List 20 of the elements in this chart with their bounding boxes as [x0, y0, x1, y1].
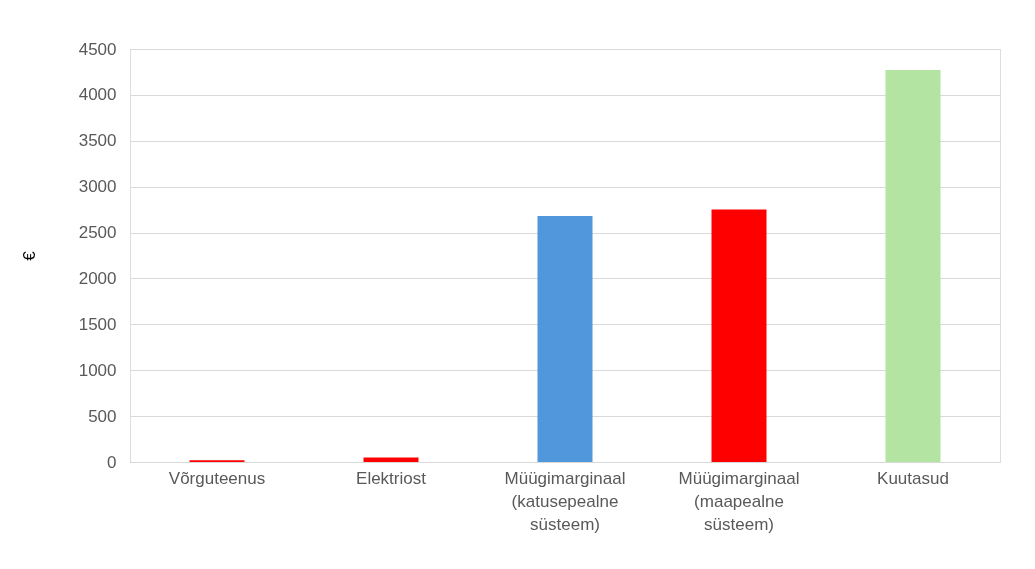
- x-tick-label: Müügimarginaal (maapealne süsteem): [678, 468, 800, 534]
- y-tick-label: 1000: [78, 360, 117, 380]
- y-tick-label: 3500: [78, 131, 117, 151]
- bar: [363, 457, 419, 462]
- y-tick-label: 2500: [78, 223, 117, 243]
- y-tick-label: 0: [107, 452, 117, 472]
- y-tick-label: 500: [88, 406, 117, 426]
- y-tick-label: 1500: [78, 314, 117, 334]
- x-tick-label: Elektriost: [356, 468, 427, 488]
- x-tick-label: Võrguteenus: [168, 468, 266, 488]
- bar: [885, 70, 941, 462]
- y-axis-title: €: [19, 250, 39, 261]
- y-tick-label: 3000: [78, 177, 117, 197]
- bar: [711, 209, 767, 462]
- y-tick-label: 2000: [78, 268, 117, 288]
- x-tick-label: Müügimarginaal (katusepealne süsteem): [504, 468, 626, 534]
- y-tick-label: 4500: [78, 39, 117, 59]
- y-tick-label: 4000: [78, 85, 117, 105]
- bar: [537, 216, 593, 462]
- x-tick-label: Kuutasud: [877, 468, 949, 488]
